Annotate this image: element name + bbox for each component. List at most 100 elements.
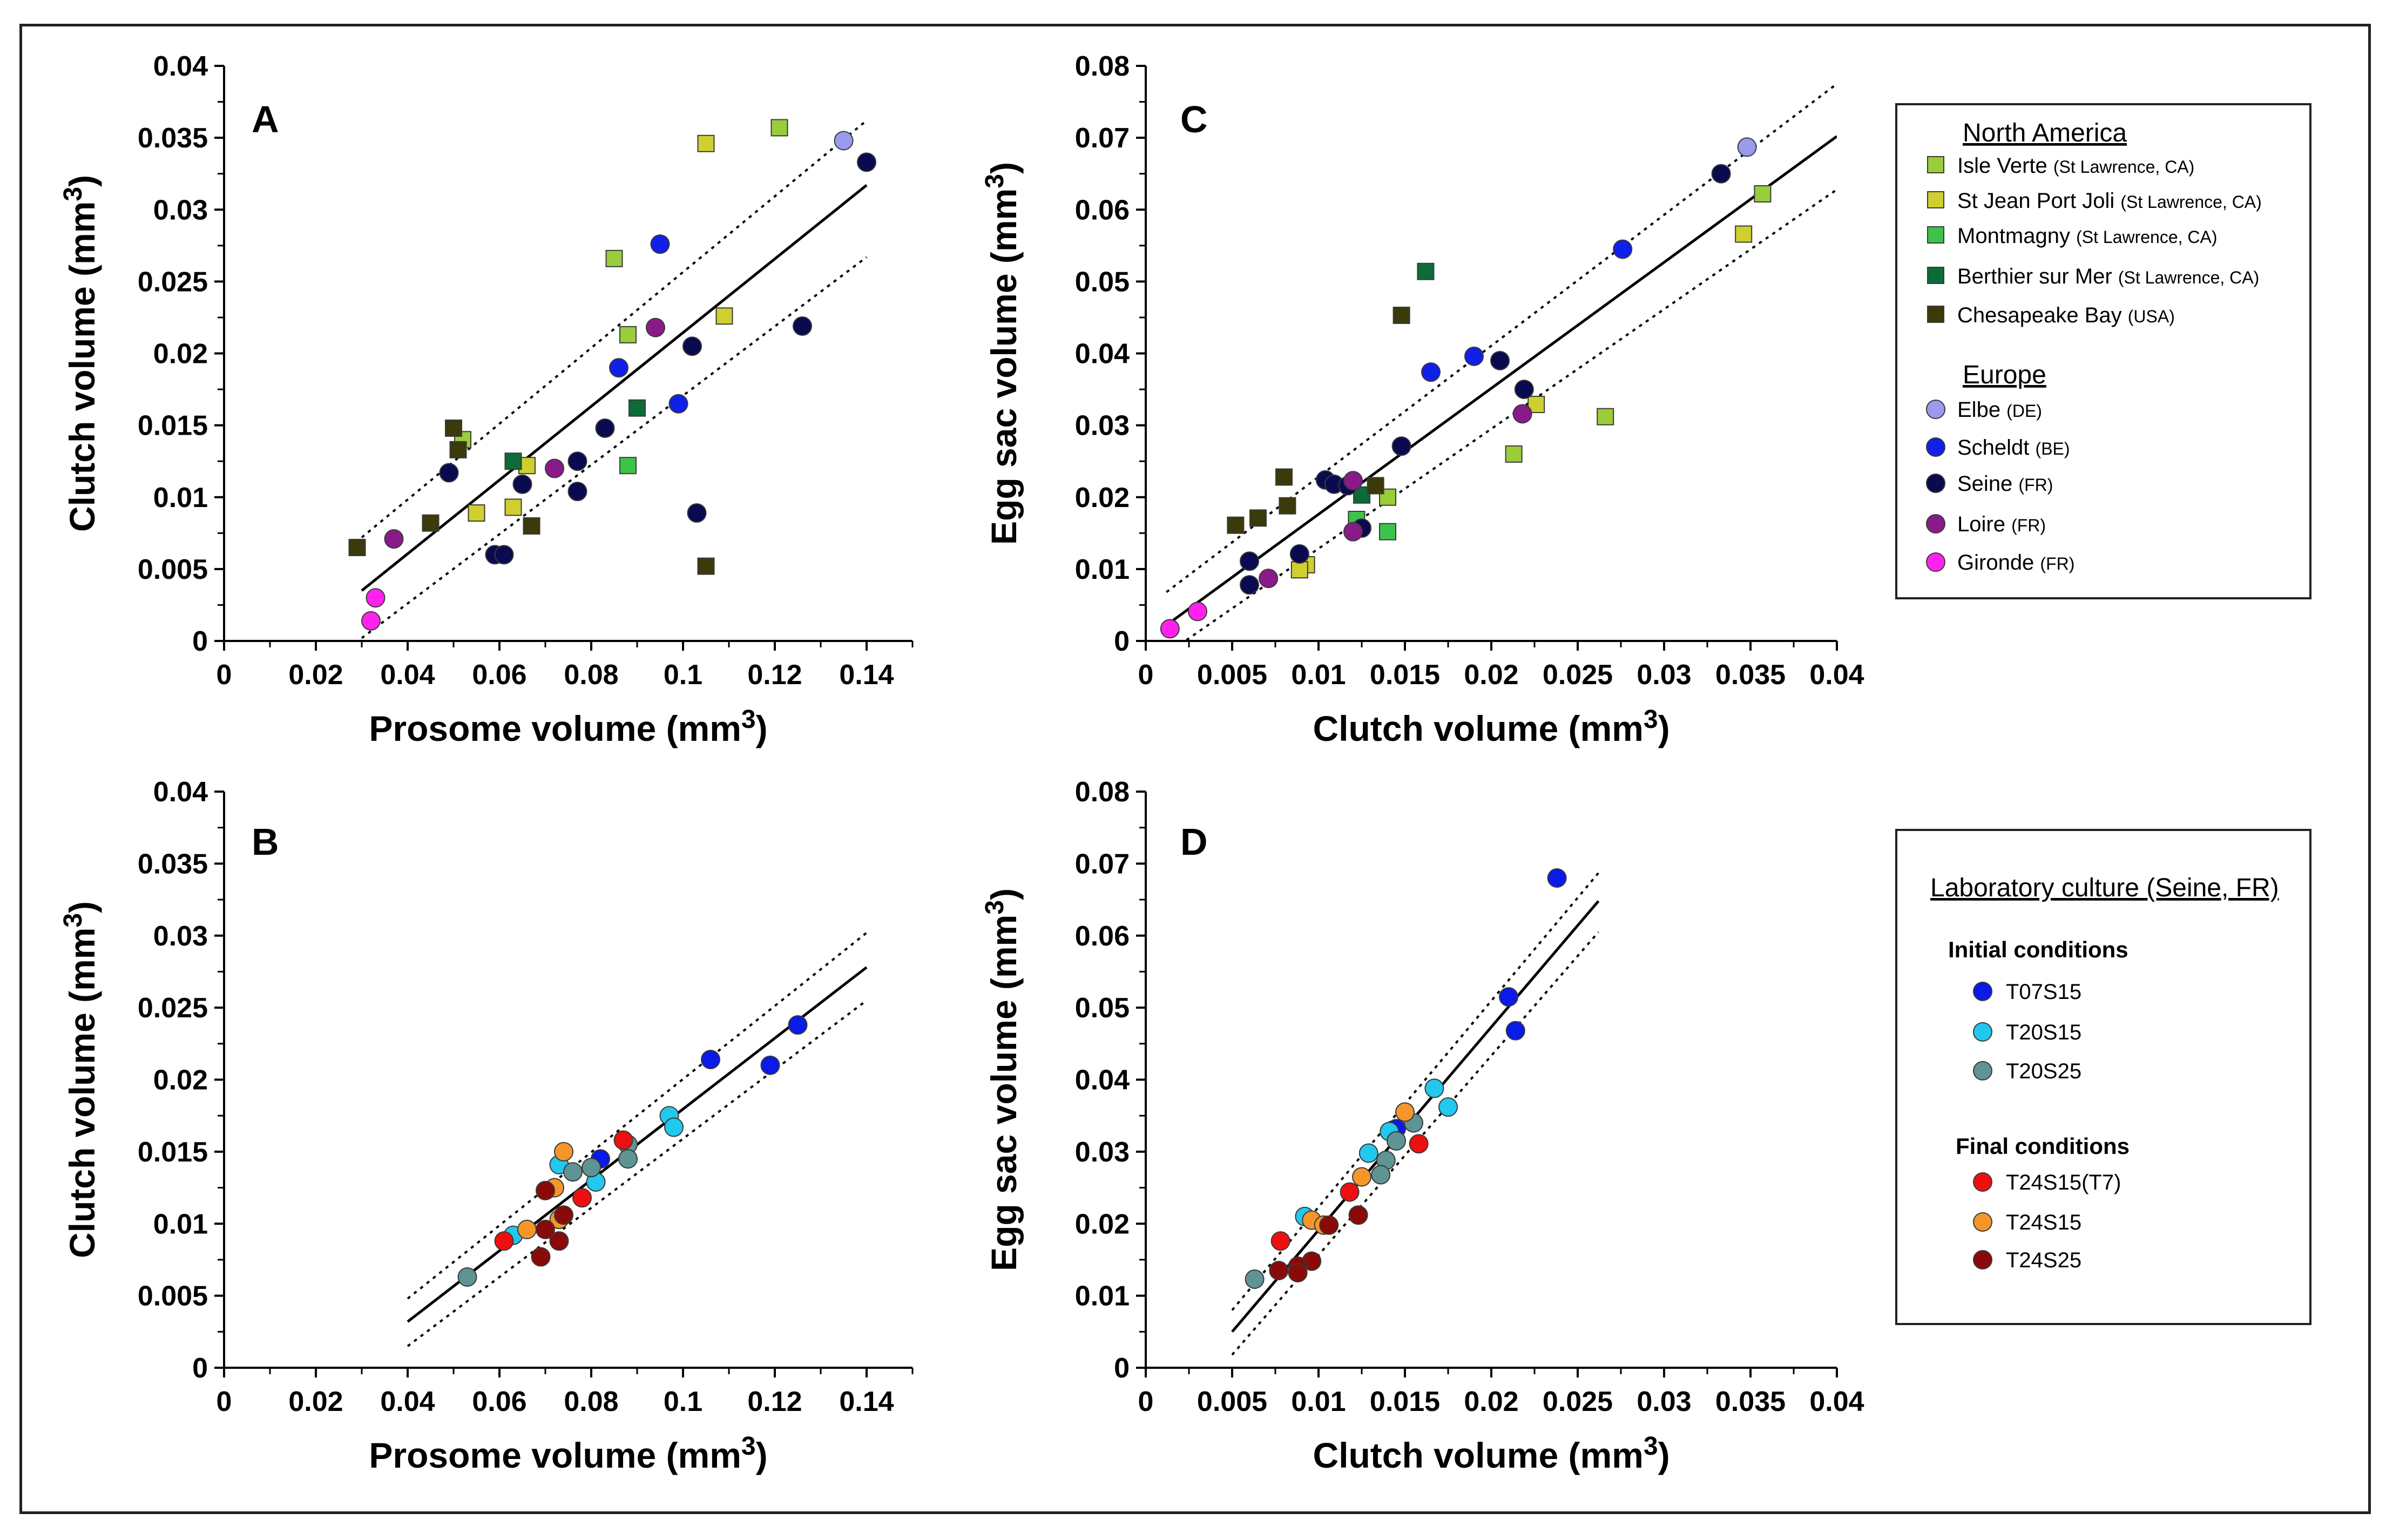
- y-tick-label: 0.01: [1075, 1281, 1130, 1312]
- x-axis-label: Prosome volume (mm3): [369, 705, 767, 748]
- ci-lower-line: [361, 256, 868, 639]
- figure-frame: [19, 24, 2371, 1514]
- legend-initial-title: Initial conditions: [1948, 937, 2128, 962]
- legend-marker-t07s15: [1973, 982, 1992, 1001]
- point-chesapeake: [1249, 509, 1267, 527]
- point-chesapeake: [449, 441, 467, 458]
- x-tick-label: 0.14: [839, 659, 894, 691]
- y-tick-label: 0.03: [153, 194, 208, 226]
- ci-upper-line: [1166, 83, 1837, 593]
- panel-letter: C: [1180, 98, 1208, 140]
- point-seine: [595, 418, 615, 438]
- y-tick-label: 0.015: [138, 410, 208, 442]
- y-tick-label: 0.01: [1075, 554, 1130, 585]
- x-tick-label: 0.04: [380, 1386, 435, 1417]
- point-t20s15: [1438, 1097, 1458, 1117]
- point-t07s15: [1499, 987, 1518, 1007]
- point-isle-verte: [605, 249, 623, 267]
- legend-marker-t20s15: [1973, 1022, 1992, 1042]
- ci-lower-line: [1183, 188, 1837, 641]
- legend-north-america-title: North America: [1963, 119, 2127, 147]
- point-t20s15: [1424, 1078, 1444, 1098]
- x-tick-label: 0.1: [664, 659, 702, 691]
- point-loire: [1512, 404, 1532, 424]
- point-t24s15: [1352, 1167, 1371, 1187]
- legend-lab-title: Laboratory culture (Seine, FR): [1930, 874, 2279, 902]
- y-tick-label: 0.005: [138, 1281, 208, 1312]
- point-t24s15-t7: [1270, 1231, 1290, 1251]
- x-tick-label: 0.025: [1543, 1386, 1613, 1417]
- point-chesapeake: [697, 557, 715, 575]
- point-scheldt: [650, 234, 670, 254]
- y-tick-label: 0.025: [138, 266, 208, 298]
- point-loire: [646, 318, 665, 337]
- x-tick-label: 0.02: [288, 659, 343, 691]
- x-tick-label: 0.03: [1637, 1386, 1691, 1417]
- point-seine: [1391, 436, 1411, 456]
- point-t07s15: [1505, 1021, 1525, 1041]
- regression-line: [1165, 135, 1837, 626]
- x-tick-label: 0.005: [1197, 1386, 1267, 1417]
- legend-label-seine: Seine (FR): [1957, 472, 2053, 496]
- x-tick-label: 0.12: [747, 1386, 802, 1417]
- y-tick-label: 0.04: [1075, 1065, 1130, 1096]
- legend-label-elbe: Elbe (DE): [1957, 398, 2042, 422]
- point-t20s25: [457, 1267, 477, 1287]
- y-tick-label: 0.035: [138, 848, 208, 880]
- legend-label-t24s15-t7: T24S15(T7): [2006, 1171, 2121, 1194]
- y-axis-label: Clutch volume (mm3): [59, 175, 102, 532]
- legend-marker-gironde: [1926, 552, 1945, 572]
- panel-letter: A: [252, 98, 279, 140]
- point-st-jean: [715, 307, 733, 325]
- x-tick-label: 0: [1138, 659, 1154, 691]
- point-isle-verte: [1754, 185, 1772, 202]
- y-tick-label: 0.08: [1075, 776, 1130, 808]
- y-tick-label: 0: [192, 626, 208, 657]
- ci-upper-line: [407, 931, 868, 1300]
- legend-marker-loire: [1926, 514, 1945, 533]
- point-t20s25: [563, 1162, 583, 1182]
- x-tick-label: 0.02: [1464, 659, 1518, 691]
- point-gironde: [366, 588, 386, 608]
- y-tick-label: 0.02: [153, 339, 208, 370]
- point-t20s25: [1371, 1165, 1391, 1185]
- x-tick-label: 0.04: [1809, 1386, 1864, 1417]
- point-berthier: [628, 399, 646, 417]
- x-tick-label: 0.1: [664, 1386, 702, 1417]
- point-seine: [793, 316, 812, 336]
- point-chesapeake: [1279, 497, 1296, 515]
- y-tick-label: 0.07: [1075, 848, 1130, 880]
- point-chesapeake: [445, 419, 462, 437]
- legend-label-loire: Loire (FR): [1957, 512, 2046, 536]
- point-t24s25: [536, 1219, 555, 1239]
- y-tick-label: 0.08: [1075, 51, 1130, 82]
- y-tick-label: 0.01: [153, 482, 208, 514]
- point-t07s15: [760, 1055, 780, 1075]
- point-berthier: [1417, 262, 1435, 280]
- point-t24s25: [554, 1205, 573, 1225]
- legend-marker-scheldt: [1926, 437, 1945, 457]
- point-t24s15: [517, 1219, 537, 1239]
- y-tick-label: 0: [192, 1353, 208, 1384]
- point-seine: [1490, 350, 1510, 370]
- point-st-jean: [1735, 225, 1753, 243]
- x-axis-label: Prosome volume (mm3): [369, 1432, 767, 1475]
- point-t24s25: [1288, 1262, 1308, 1282]
- x-tick-label: 0.06: [472, 1386, 526, 1417]
- point-t24s25: [536, 1180, 555, 1200]
- point-seine: [439, 463, 459, 483]
- point-seine: [1711, 164, 1731, 184]
- x-tick-label: 0.03: [1637, 659, 1691, 691]
- point-seine: [1240, 575, 1259, 595]
- x-tick-label: 0.06: [472, 659, 526, 691]
- point-loire: [384, 529, 404, 549]
- y-tick-label: 0.01: [153, 1208, 208, 1240]
- legend-label-chesapeake: Chesapeake Bay (USA): [1957, 303, 2175, 327]
- legend-europe-title: Europe: [1963, 361, 2046, 389]
- y-tick-label: 0.025: [138, 992, 208, 1024]
- x-tick-label: 0.12: [747, 659, 802, 691]
- x-tick-label: 0: [217, 1386, 232, 1417]
- point-t20s25: [1387, 1131, 1406, 1151]
- point-chesapeake: [1227, 516, 1245, 534]
